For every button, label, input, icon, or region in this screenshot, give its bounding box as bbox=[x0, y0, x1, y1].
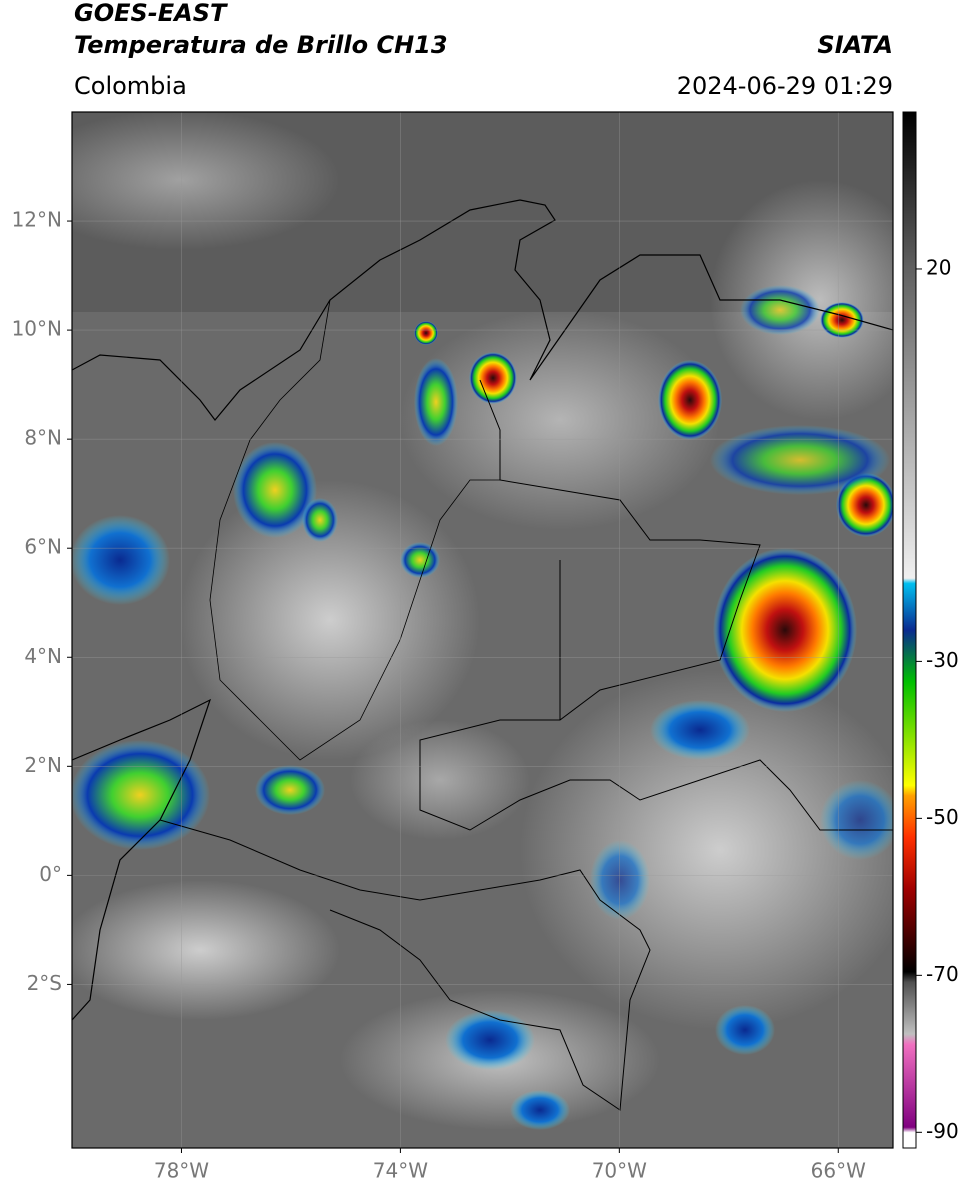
y-tick-label: 0° bbox=[39, 862, 62, 886]
y-tick-label: 4°N bbox=[24, 644, 62, 668]
y-tick-label: 8°N bbox=[24, 426, 62, 450]
x-tick-label: 70°W bbox=[592, 1159, 647, 1183]
y-tick-label: 10°N bbox=[12, 317, 62, 341]
colorbar-tick-label: 20 bbox=[926, 255, 951, 279]
x-tick-label: 66°W bbox=[811, 1159, 866, 1183]
product-title: Temperatura de Brillo CH13 bbox=[74, 31, 448, 59]
colorbar-tick-label: -30 bbox=[926, 648, 959, 672]
y-tick-label: 12°N bbox=[12, 208, 62, 232]
y-tick-label: 2°S bbox=[27, 971, 62, 995]
colorbar bbox=[902, 111, 917, 1149]
y-tick-label: 6°N bbox=[24, 535, 62, 559]
region-label: Colombia bbox=[74, 72, 187, 100]
graticule bbox=[72, 112, 893, 1148]
x-tick-label: 74°W bbox=[373, 1159, 428, 1183]
colorbar-tick-label: -70 bbox=[926, 962, 959, 986]
colorbar-tick-label: -50 bbox=[926, 805, 959, 829]
timestamp: 2024-06-29 01:29 bbox=[677, 72, 893, 100]
satellite-title: GOES-EAST bbox=[74, 0, 228, 27]
x-tick-label: 78°W bbox=[154, 1159, 209, 1183]
map-frame bbox=[71, 111, 894, 1149]
colorbar-tick-label: -90 bbox=[926, 1119, 959, 1143]
y-tick-label: 2°N bbox=[24, 753, 62, 777]
source-label: SIATA bbox=[817, 31, 893, 59]
satellite-image bbox=[72, 112, 893, 1148]
